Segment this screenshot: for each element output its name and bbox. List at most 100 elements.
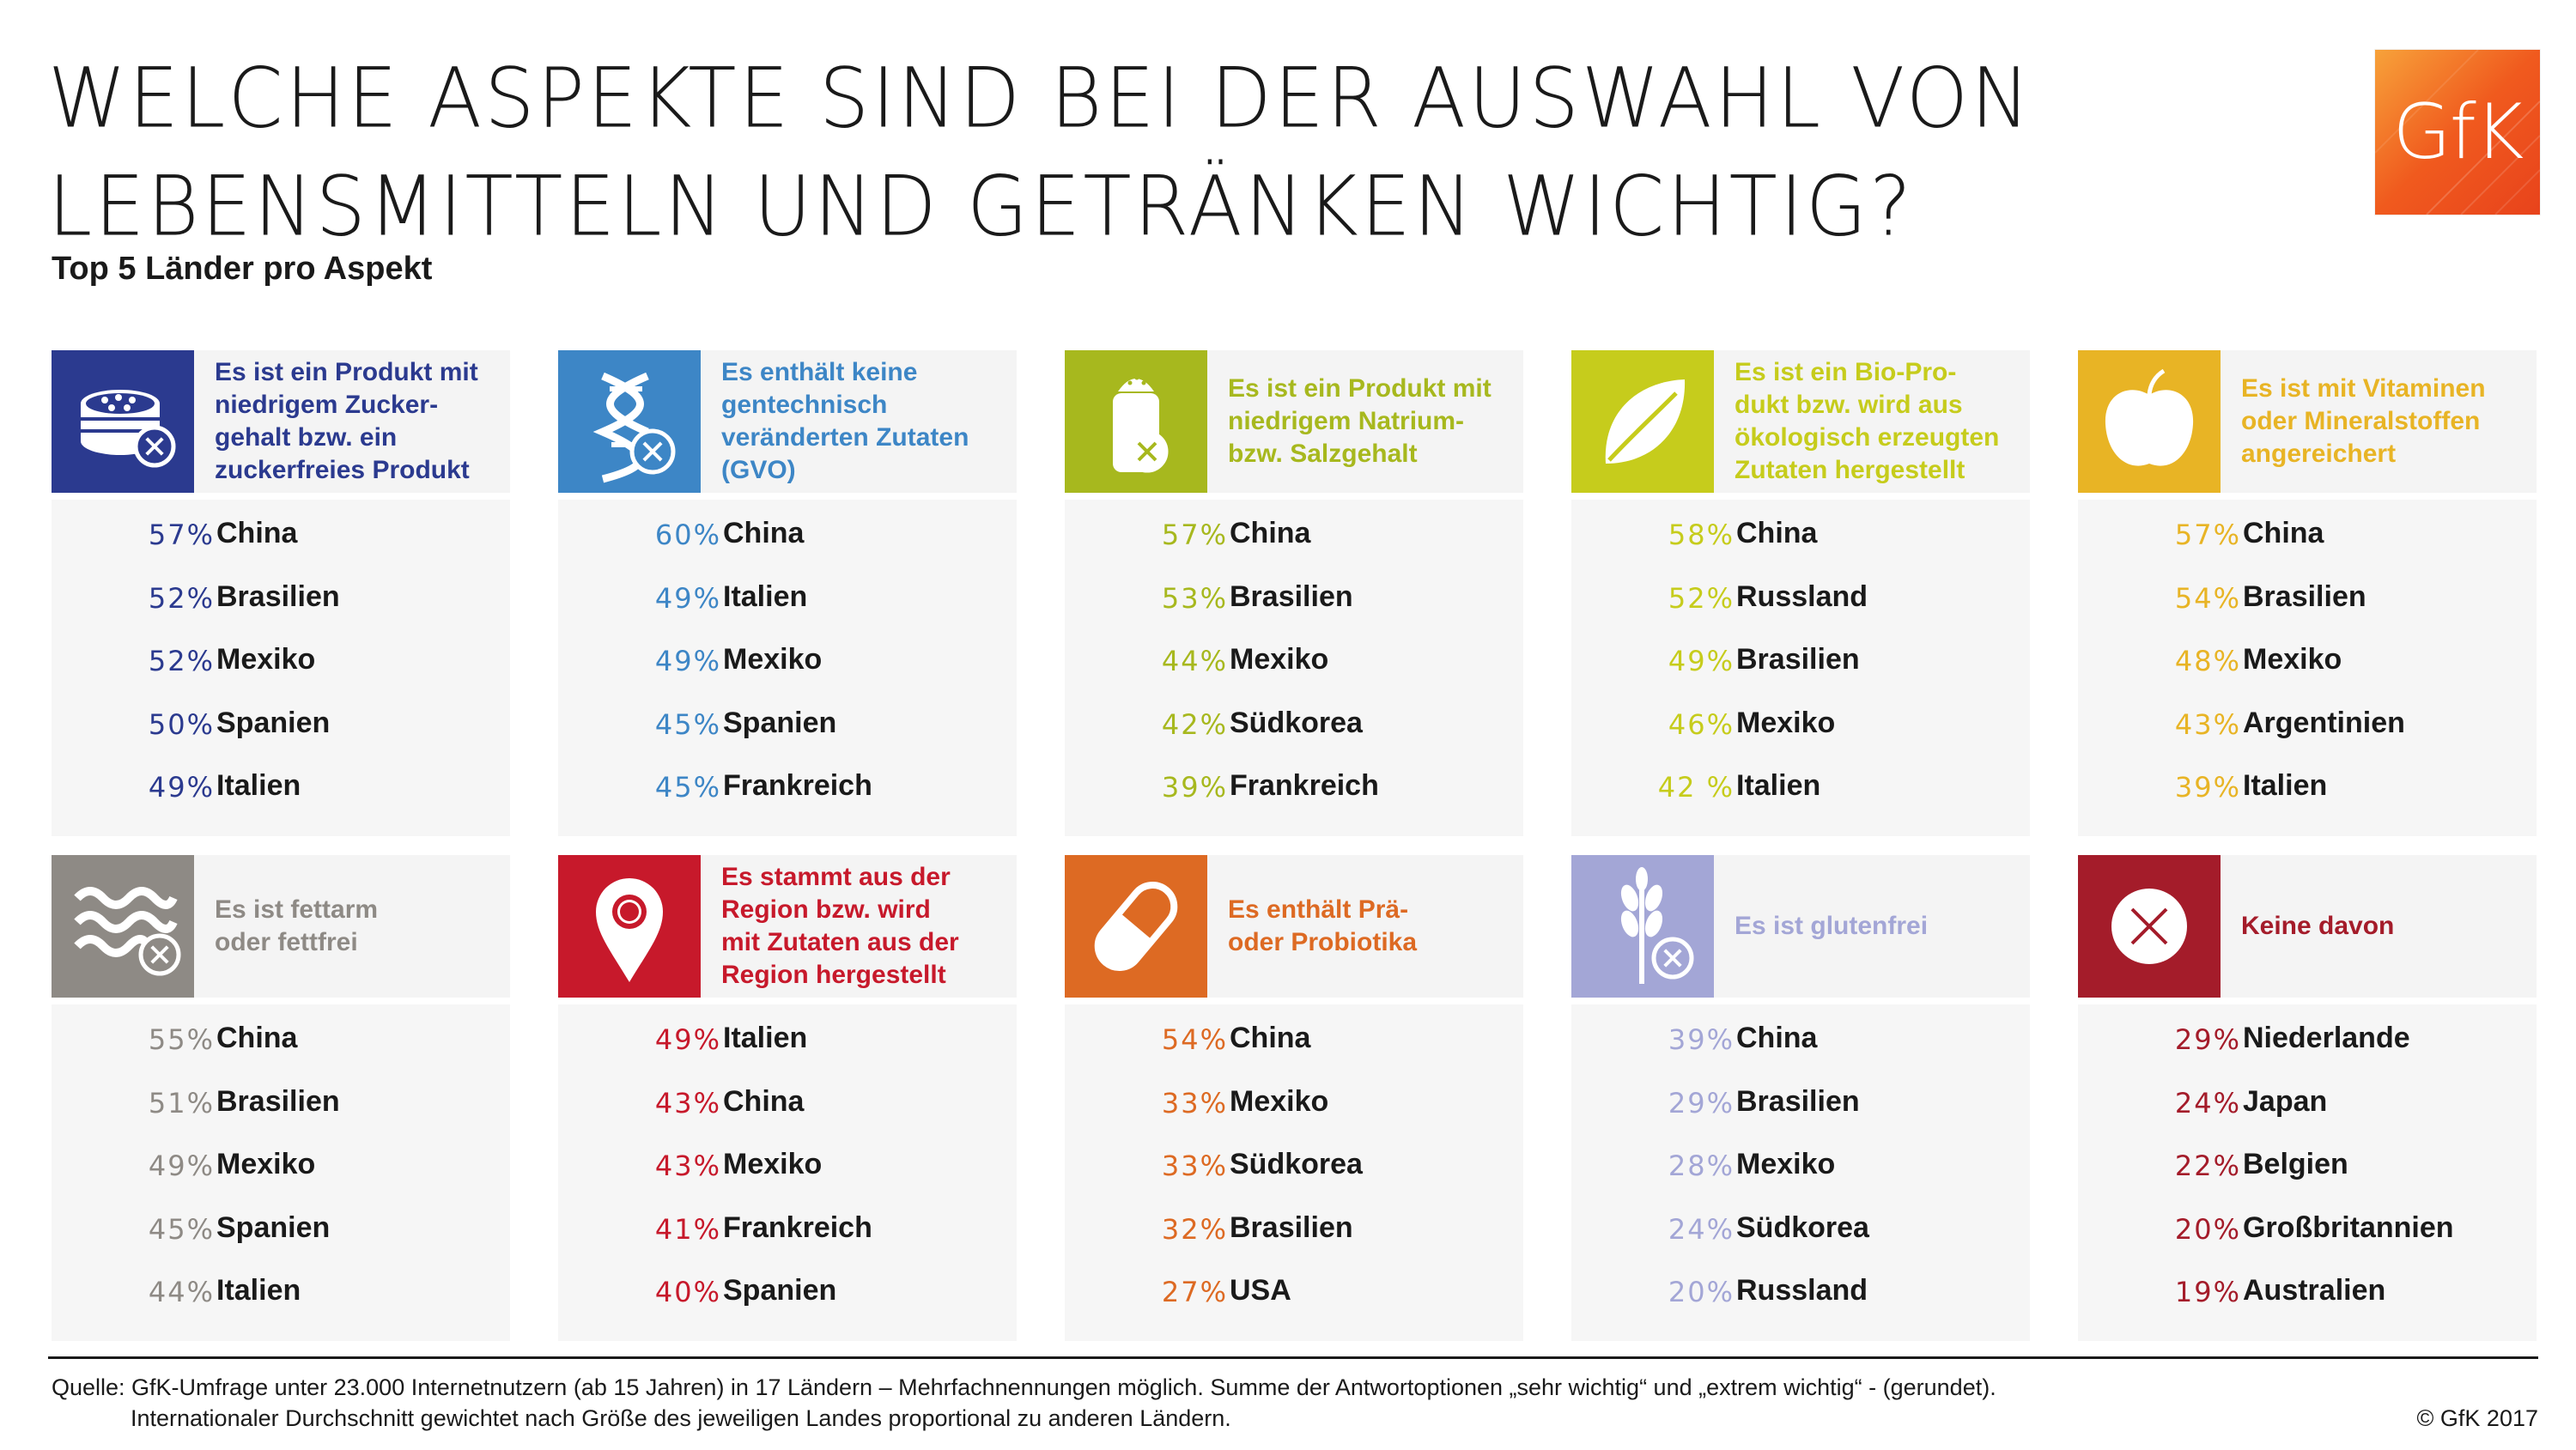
country-name: Spanien <box>216 707 331 739</box>
leaf-icon <box>1571 350 1714 493</box>
country-name: Brasilien <box>216 580 340 613</box>
ranking-row: 49% Italien <box>558 1018 1017 1070</box>
percent-value: 42 % <box>1657 771 1735 804</box>
country-name: Russland <box>1736 1274 1868 1307</box>
ranking-list: 39% China 29% Brasilien 28% Mexiko 24% Südkorea… <box>1571 1004 2030 1341</box>
aspect-label-line: zuckerfreies Produkt <box>215 456 470 484</box>
ranking-row: 33% Südkorea <box>1065 1144 1523 1196</box>
source-note-2: Internationaler Durchschnitt gewichtet n… <box>131 1405 1231 1431</box>
percent-value: 33% <box>1161 1087 1228 1119</box>
country-name: Spanien <box>216 1211 331 1244</box>
bacon-icon <box>52 855 194 998</box>
country-name: China <box>723 517 805 549</box>
aspect-label-line: oder Mineralstoffen <box>2241 407 2481 435</box>
aspect-header: Es ist fettarm oder fettfrei <box>52 855 510 998</box>
aspect-label: Es enthält Prä-oder Probiotika <box>1228 855 1520 998</box>
ranking-row: 33% Mexiko <box>1065 1082 1523 1133</box>
aspect-label-line: Zutaten hergestellt <box>1735 456 1965 484</box>
aspect-label: Es ist ein Bio-Pro-dukt bzw. wird aus öko… <box>1735 350 2026 493</box>
percent-value: 24% <box>2174 1087 2241 1119</box>
country-name: Frankreich <box>1230 769 1379 802</box>
percent-value: 49% <box>654 582 721 615</box>
ranking-row: 24% Japan <box>2078 1082 2537 1133</box>
country-name: Russland <box>1736 580 1868 613</box>
country-name: Niederlande <box>2243 1022 2410 1054</box>
ranking-row: 54% Brasilien <box>2078 577 2537 628</box>
aspect-header: Es enthält keine gentechnisch veränderten … <box>558 350 1017 493</box>
aspect-label: Es ist mit Vitaminen oder Mineralstoffen a… <box>2241 350 2533 493</box>
ranking-row: 29% Niederlande <box>2078 1018 2537 1070</box>
country-name: Brasilien <box>1736 1085 1860 1118</box>
percent-value: 58% <box>1668 519 1735 551</box>
country-name: China <box>1736 1022 1818 1054</box>
country-name: Mexiko <box>216 1148 316 1180</box>
footer-divider <box>48 1356 2538 1359</box>
percent-value: 27% <box>1161 1276 1228 1308</box>
aspect-panel: Es stammt aus der Region bzw. wird mit Zut… <box>558 855 1017 1341</box>
ranking-row: 48% Mexiko <box>2078 640 2537 691</box>
aspect-label-line: ökologisch erzeugten <box>1735 423 2000 452</box>
ranking-row: 60% China <box>558 513 1017 565</box>
aspect-label-line: angereichert <box>2241 440 2397 468</box>
ranking-list: 49% Italien 43% China 43% Mexiko 41% Frankreich… <box>558 1004 1017 1341</box>
ranking-list: 29% Niederlande 24% Japan 22% Belgien 20% Großb… <box>2078 1004 2537 1341</box>
aspect-header: Es ist mit Vitaminen oder Mineralstoffen a… <box>2078 350 2537 493</box>
percent-value: 42% <box>1161 708 1228 741</box>
aspect-label-line: Es stammt aus der <box>721 863 951 891</box>
aspect-label: Es ist ein Produkt mit niedrigem Zucker-g… <box>215 350 507 493</box>
aspect-label-line: bzw. Salzgehalt <box>1228 440 1418 468</box>
country-name: Mexiko <box>1230 643 1329 676</box>
country-name: Frankreich <box>723 1211 872 1244</box>
percent-value: 20% <box>1668 1276 1735 1308</box>
percent-value: 48% <box>2174 645 2241 677</box>
percent-value: 44% <box>148 1276 215 1308</box>
percent-value: 29% <box>2174 1023 2241 1056</box>
ranking-row: 20% Großbritannien <box>2078 1208 2537 1259</box>
subtitle: Top 5 Länder pro Aspekt <box>52 251 433 287</box>
aspect-header: Es ist ein Bio-Pro-dukt bzw. wird aus öko… <box>1571 350 2030 493</box>
aspect-label-line: Region hergestellt <box>721 961 946 989</box>
country-name: Frankreich <box>723 769 872 802</box>
aspect-label-line: (GVO) <box>721 456 796 484</box>
country-name: Südkorea <box>1230 707 1363 739</box>
logo-text: GfK <box>2392 88 2524 176</box>
percent-value: 33% <box>1161 1150 1228 1182</box>
source-note: Quelle: GfK-Umfrage unter 23.000 Interne… <box>52 1374 1996 1400</box>
country-name: Italien <box>723 580 808 613</box>
percent-value: 60% <box>654 519 721 551</box>
country-name: Australien <box>2243 1274 2386 1307</box>
ranking-row: 19% Australien <box>2078 1271 2537 1322</box>
percent-value: 49% <box>654 1023 721 1056</box>
ranking-row: 49% Brasilien <box>1571 640 2030 691</box>
percent-value: 54% <box>1161 1023 1228 1056</box>
country-name: Mexiko <box>1736 707 1836 739</box>
country-name: China <box>723 1085 805 1118</box>
percent-value: 43% <box>2174 708 2241 741</box>
aspect-panel: Es ist mit Vitaminen oder Mineralstoffen a… <box>2078 350 2537 836</box>
country-name: Japan <box>2243 1085 2328 1118</box>
ranking-row: 57% China <box>1065 513 1523 565</box>
title-line-2: LEBENSMITTELN UND GETRÄNKEN WICHTIG? <box>48 158 1915 255</box>
ranking-row: 39% Frankreich <box>1065 766 1523 817</box>
country-name: Mexiko <box>2243 643 2342 676</box>
aspect-header: Es ist ein Produkt mit niedrigem Zucker-g… <box>52 350 510 493</box>
aspect-panel: Es ist fettarm oder fettfrei 55% China 51% Br… <box>52 855 510 1341</box>
aspect-header: Keine davon <box>2078 855 2537 998</box>
percent-value: 52% <box>148 582 215 615</box>
aspect-label-line: Es ist ein Bio-Pro- <box>1735 358 1957 386</box>
percent-value: 53% <box>1161 582 1228 615</box>
aspect-label-line: dukt bzw. wird aus <box>1735 391 1963 419</box>
percent-value: 44% <box>1161 645 1228 677</box>
aspect-panel: Es ist ein Produkt mit niedrigem Natrium-… <box>1065 350 1523 836</box>
aspect-label-line: Keine davon <box>2241 912 2395 940</box>
ranking-row: 45% Spanien <box>558 703 1017 755</box>
percent-value: 49% <box>148 771 215 804</box>
percent-value: 45% <box>148 1213 215 1246</box>
location-pin-icon <box>558 855 701 998</box>
ranking-row: 28% Mexiko <box>1571 1144 2030 1196</box>
ranking-row: 52% Mexiko <box>52 640 510 691</box>
ranking-row: 57% China <box>2078 513 2537 565</box>
ranking-row: 55% China <box>52 1018 510 1070</box>
percent-value: 40% <box>654 1276 721 1308</box>
ranking-row: 44% Mexiko <box>1065 640 1523 691</box>
